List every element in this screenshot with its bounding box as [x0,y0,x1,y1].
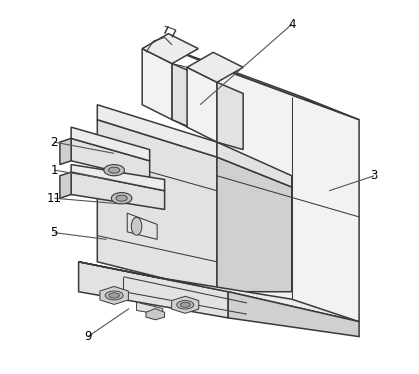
Ellipse shape [104,165,124,176]
Polygon shape [71,172,165,209]
Polygon shape [97,105,217,157]
Polygon shape [60,138,71,165]
Polygon shape [60,172,71,198]
Polygon shape [187,52,243,82]
Polygon shape [217,157,292,292]
Text: 11: 11 [47,192,62,205]
Text: 4: 4 [288,18,295,31]
Text: 2: 2 [51,136,58,148]
Polygon shape [97,120,217,292]
Polygon shape [187,67,217,142]
Polygon shape [71,165,165,191]
Polygon shape [79,262,228,318]
Ellipse shape [105,291,123,300]
Ellipse shape [180,302,190,307]
Polygon shape [79,262,359,322]
Text: 9: 9 [84,330,92,343]
Ellipse shape [109,293,119,298]
Polygon shape [142,34,198,64]
Polygon shape [127,213,157,239]
Text: 1: 1 [51,164,58,177]
Polygon shape [71,127,150,161]
Polygon shape [217,67,359,322]
Text: 3: 3 [370,169,378,182]
Polygon shape [71,138,150,180]
Polygon shape [100,286,128,304]
Polygon shape [172,64,198,131]
Polygon shape [142,49,172,120]
Ellipse shape [131,217,142,235]
Polygon shape [161,45,359,120]
Polygon shape [146,309,165,320]
Polygon shape [217,82,243,150]
Polygon shape [137,302,163,315]
Ellipse shape [109,167,120,173]
Ellipse shape [177,301,194,309]
Ellipse shape [111,193,132,204]
Text: 5: 5 [51,226,58,239]
Polygon shape [217,142,292,187]
Polygon shape [228,292,359,337]
Ellipse shape [116,195,127,201]
Polygon shape [172,296,199,313]
